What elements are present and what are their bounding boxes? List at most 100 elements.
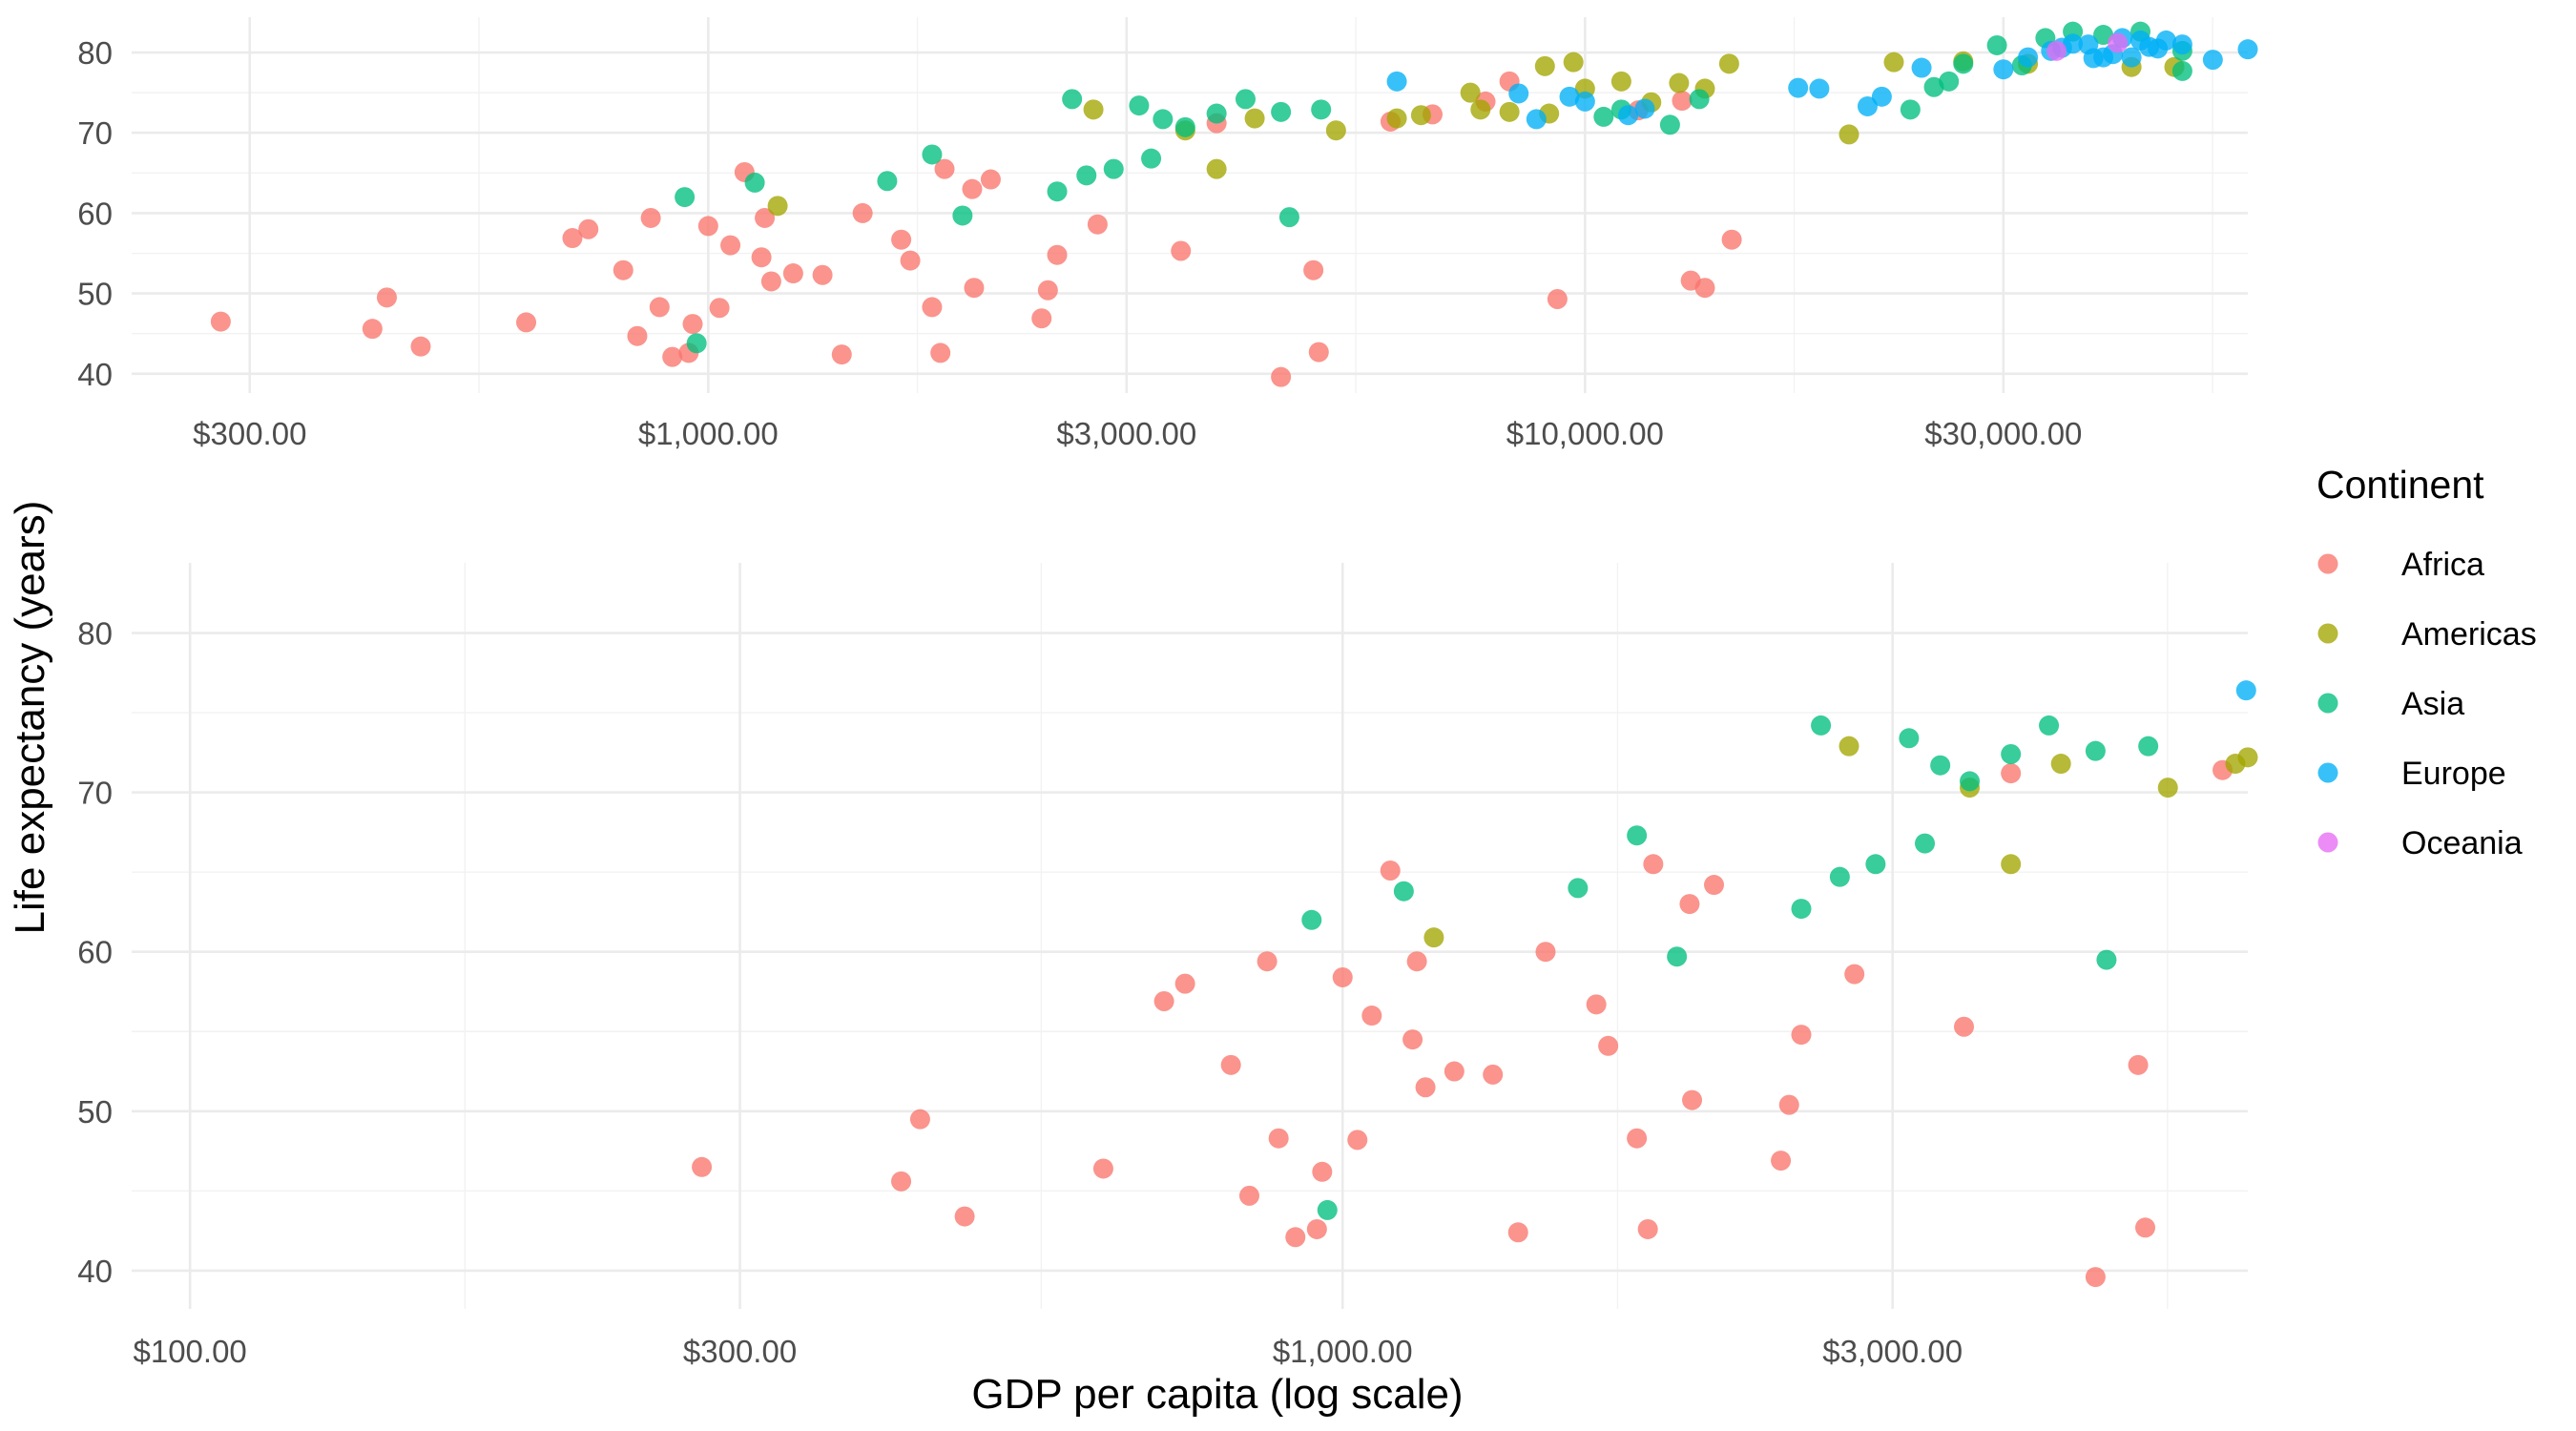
data-point-africa: [751, 247, 772, 268]
data-point-europe: [1386, 71, 1407, 92]
data-point-africa: [1031, 308, 1052, 329]
data-point-americas: [1206, 158, 1227, 179]
data-point-europe: [2235, 680, 2256, 701]
top-points: [210, 21, 2258, 387]
data-point-africa: [1047, 244, 1068, 265]
data-point-asia: [1939, 71, 1960, 92]
data-point-asia: [2096, 949, 2117, 970]
data-point-americas: [2237, 747, 2258, 768]
legend-title: Continent: [2316, 463, 2484, 507]
data-point-africa: [930, 342, 951, 363]
data-point-africa: [782, 263, 803, 284]
legend-item-africa: Africa: [2317, 547, 2484, 583]
data-point-asia: [922, 144, 943, 165]
data-point-africa: [909, 1109, 930, 1130]
data-point-africa: [1380, 860, 1401, 881]
data-point-africa: [1954, 1016, 1975, 1037]
data-point-africa: [1598, 1035, 1619, 1056]
data-point-africa: [760, 271, 781, 292]
data-point-africa: [516, 312, 537, 333]
data-point-europe: [1526, 109, 1547, 130]
data-point-asia: [1953, 53, 1974, 74]
data-point-asia: [1829, 866, 1850, 887]
data-point-americas: [2001, 854, 2022, 875]
data-point-americas: [1325, 120, 1346, 141]
data-point-africa: [682, 314, 703, 335]
data-point-africa: [1174, 973, 1195, 994]
data-point-americas: [1669, 73, 1690, 93]
legend-key-oceania: [2317, 832, 2338, 853]
data-point-asia: [1235, 89, 1256, 110]
data-point-africa: [2135, 1217, 2156, 1238]
data-point-asia: [1311, 99, 1332, 120]
data-point-africa: [1679, 894, 1700, 915]
data-point-africa: [1791, 1025, 1812, 1046]
data-point-africa: [662, 346, 683, 367]
data-point-europe: [1508, 83, 1529, 104]
data-point-asia: [1659, 114, 1680, 135]
data-point-asia: [2085, 740, 2106, 761]
x-tick-label: $3,000.00: [1056, 416, 1196, 451]
x-axis-title: GDP per capita (log scale): [971, 1371, 1463, 1418]
data-point-asia: [1153, 109, 1174, 130]
data-point-europe: [2155, 30, 2176, 51]
data-point-americas: [1083, 99, 1104, 120]
data-point-africa: [900, 250, 921, 271]
data-point-africa: [1037, 280, 1058, 301]
data-point-asia: [2001, 744, 2022, 765]
data-point-asia: [1076, 165, 1097, 186]
data-point-americas: [1499, 101, 1520, 122]
legend-item-europe: Europe: [2317, 756, 2506, 792]
data-point-africa: [1778, 1094, 1799, 1115]
data-point-asia: [1317, 1199, 1338, 1220]
data-point-africa: [1308, 342, 1329, 363]
data-point-africa: [1672, 91, 1693, 112]
data-point-africa: [755, 207, 776, 228]
data-point-asia: [1930, 755, 1951, 776]
data-point-africa: [1507, 1222, 1528, 1243]
data-point-europe: [2018, 47, 2039, 68]
data-point-africa: [627, 325, 648, 346]
legend-item-asia: Asia: [2317, 686, 2464, 722]
data-point-africa: [1092, 1158, 1113, 1179]
data-point-europe: [2202, 50, 2223, 71]
data-point-africa: [1444, 1061, 1465, 1082]
bottom-gridlines: [132, 563, 2248, 1309]
data-point-americas: [1839, 124, 1859, 145]
data-point-asia: [2171, 60, 2192, 81]
bottom-points: [692, 680, 2258, 1288]
data-point-asia: [1278, 207, 1299, 228]
y-tick-label: 40: [77, 1254, 113, 1289]
legend-key-asia: [2317, 693, 2338, 714]
data-point-asia: [1667, 946, 1688, 967]
data-point-americas: [2050, 754, 2071, 775]
data-point-americas: [1534, 55, 1555, 76]
data-point-asia: [1811, 715, 1832, 736]
y-axis-title: Life expectancy (years): [7, 501, 53, 935]
legend-label: Oceania: [2401, 825, 2523, 861]
y-tick-label: 70: [77, 776, 113, 811]
data-point-africa: [922, 297, 943, 318]
data-point-africa: [2085, 1267, 2106, 1288]
legend-item-americas: Americas: [2317, 616, 2537, 653]
data-point-americas: [1718, 53, 1739, 74]
data-point-africa: [1694, 278, 1715, 299]
data-point-africa: [964, 278, 985, 299]
data-point-africa: [1627, 1128, 1648, 1149]
data-point-africa: [692, 1156, 713, 1177]
data-point-asia: [1062, 89, 1083, 110]
data-point-africa: [1303, 259, 1324, 280]
y-tick-label: 60: [77, 196, 113, 231]
data-point-africa: [640, 207, 661, 228]
legend-key-africa: [2317, 553, 2338, 574]
data-point-africa: [1238, 1185, 1259, 1206]
data-point-africa: [210, 311, 231, 332]
data-point-africa: [1171, 240, 1192, 261]
x-tick-label: $10,000.00: [1506, 416, 1664, 451]
data-point-africa: [1332, 966, 1353, 987]
data-point-asia: [1393, 881, 1414, 902]
data-point-europe: [1871, 86, 1892, 107]
data-point-africa: [1721, 229, 1742, 250]
data-point-americas: [1386, 108, 1407, 129]
